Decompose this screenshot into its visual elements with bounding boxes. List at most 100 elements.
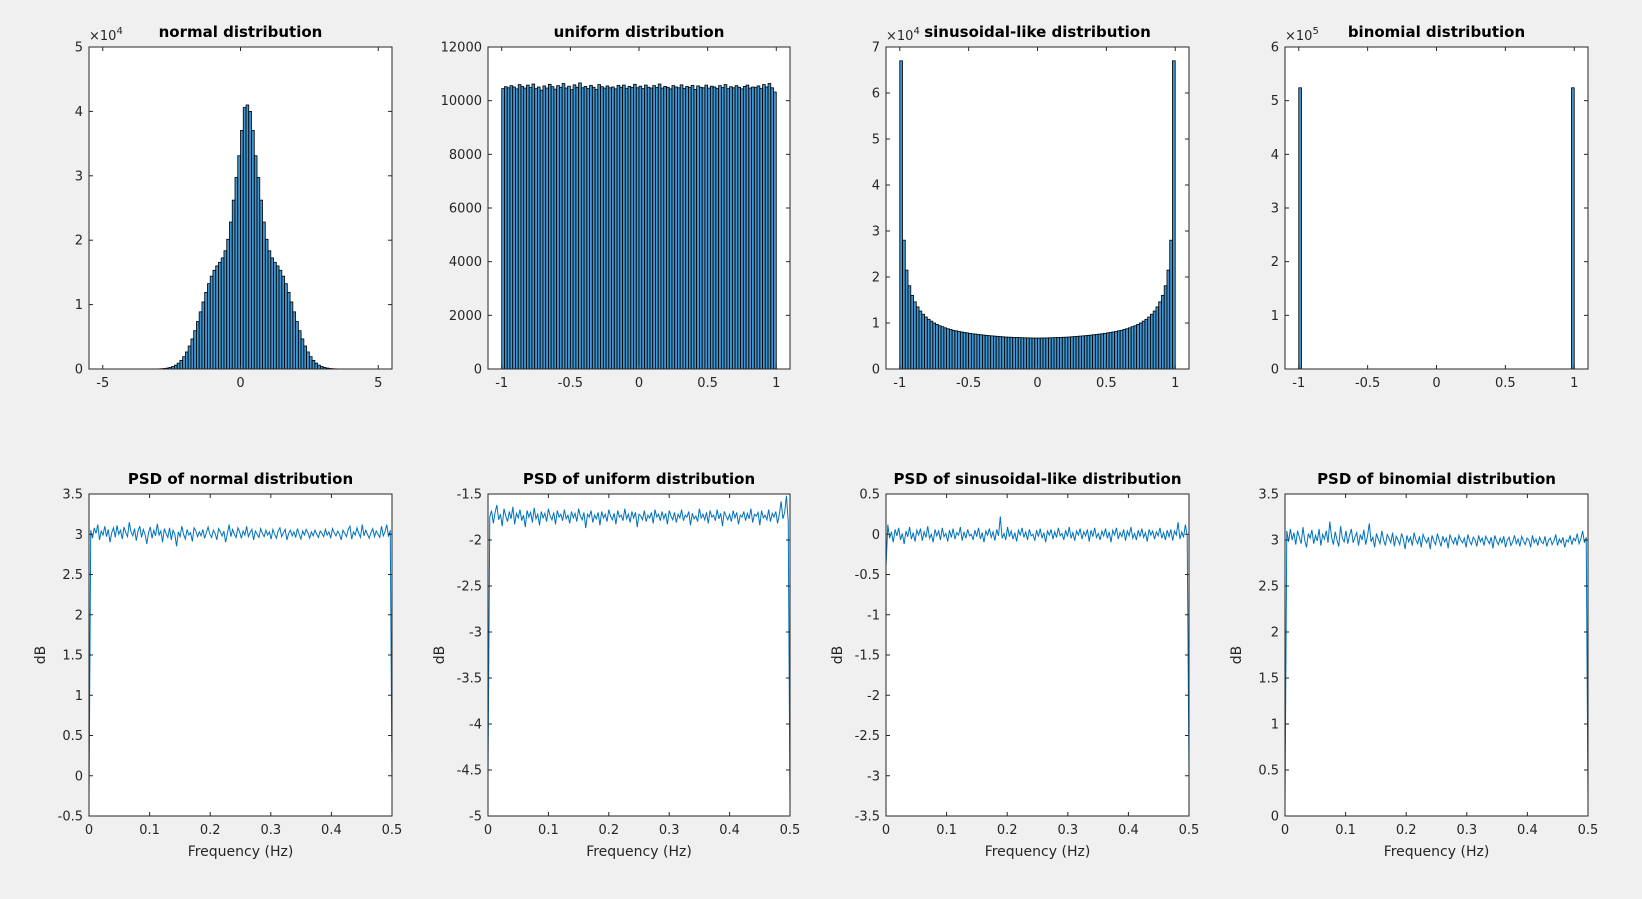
histogram-bar [753, 87, 758, 370]
histogram-bar [1103, 332, 1107, 370]
histogram-bar [619, 86, 623, 370]
y-tick-label: 3 [872, 225, 880, 240]
axis-exponent-power: 4 [913, 26, 919, 37]
histogram-bar [1133, 325, 1138, 370]
histogram-bar [558, 86, 563, 370]
histogram-bar [937, 325, 942, 370]
histogram-bar [1048, 337, 1052, 370]
histogram-bar [256, 177, 261, 370]
histogram-bar [976, 334, 981, 370]
x-tick-label: 0.2 [598, 823, 619, 838]
histogram-bar [1078, 335, 1082, 370]
y-tick-label: -1.5 [855, 649, 880, 664]
histogram-bar [965, 332, 970, 370]
histogram-bar [682, 87, 687, 370]
y-tick-label: 1 [75, 298, 83, 313]
histogram-bar [740, 88, 744, 370]
x-axis-label: Frequency (Hz) [985, 844, 1091, 860]
histogram-bar [190, 338, 195, 370]
histogram-bar [668, 88, 673, 370]
histogram-bar [1298, 87, 1302, 370]
histogram-bar [1009, 336, 1014, 370]
histogram-bar [600, 86, 604, 370]
histogram-bar [594, 89, 599, 370]
axes-background [488, 494, 790, 816]
histogram-bar [1571, 87, 1575, 370]
histogram-bar [281, 275, 285, 370]
x-tick-label: 1 [772, 376, 780, 391]
histogram-bar [734, 85, 739, 370]
y-tick-label: 6 [1271, 41, 1279, 56]
histogram-bar [1130, 326, 1135, 370]
histogram-bar [1128, 327, 1132, 370]
histogram-bar [251, 130, 255, 370]
histogram-bar [278, 269, 283, 370]
y-tick-label: 10000 [441, 94, 482, 109]
x-tick-label: 5 [374, 376, 382, 391]
histogram-bar [548, 83, 552, 370]
x-tick-label: 0.3 [659, 823, 680, 838]
histogram-bar [182, 356, 186, 370]
histogram-bar [652, 85, 656, 370]
y-tick-label: -5 [469, 810, 482, 825]
histogram-bar [764, 86, 769, 370]
histogram-bar [993, 335, 997, 370]
y-tick-label: -4.5 [457, 764, 482, 779]
y-tick-label: 0 [872, 363, 880, 378]
axes-title: PSD of sinusoidal-like distribution [893, 470, 1181, 488]
histogram-bar [605, 85, 610, 370]
histogram-bar [259, 199, 263, 370]
histogram-bar [198, 311, 203, 370]
y-axis-label: dB [1229, 646, 1245, 665]
subplot-3: -1 -0.5 0 0.5 1 0 1 2 3 4 5 6 7 ×104 sinusoidal-like d… [872, 23, 1190, 391]
y-tick-label: 0 [872, 528, 880, 543]
y-tick-label: 0.5 [62, 729, 83, 744]
histogram-bar [1059, 336, 1063, 370]
histogram-bar [910, 294, 914, 370]
histogram-bar [674, 86, 678, 370]
histogram-bar [690, 84, 695, 370]
histogram-bar [292, 311, 296, 370]
x-tick-label: 0.4 [321, 823, 342, 838]
histogram-bar [1119, 329, 1124, 370]
histogram-bar [970, 333, 975, 370]
y-tick-label: 6 [872, 87, 880, 102]
histogram-bar [1105, 332, 1110, 370]
x-tick-label: 0 [882, 823, 890, 838]
histogram-bar [176, 362, 181, 370]
histogram-bar [990, 335, 994, 370]
y-tick-label: 1 [872, 317, 880, 332]
x-tick-label: 0 [85, 823, 93, 838]
y-tick-label: 2.5 [62, 568, 83, 583]
histogram-bar [1067, 336, 1071, 370]
x-tick-label: 0.1 [936, 823, 957, 838]
x-tick-label: 0.3 [1456, 823, 1477, 838]
histogram-bar [1020, 337, 1025, 370]
histogram-bar [207, 283, 211, 370]
y-axis-label: dB [830, 646, 846, 665]
x-tick-label: 0.4 [1517, 823, 1538, 838]
axes-title: uniform distribution [554, 23, 725, 41]
histogram-bar [1092, 334, 1096, 370]
x-tick-label: -0.5 [1355, 376, 1380, 391]
x-tick-label: 0.5 [780, 823, 801, 838]
histogram-bar [591, 86, 596, 370]
histogram-bar [509, 85, 514, 370]
histogram-bar [311, 359, 316, 370]
histogram-bar [633, 83, 637, 370]
x-tick-label: 0.5 [697, 376, 718, 391]
histogram-bar [613, 88, 618, 370]
axes-title: sinusoidal-like distribution [924, 23, 1151, 41]
y-tick-label: 1.5 [62, 649, 83, 664]
histogram-bar [185, 351, 189, 370]
histogram-bar [943, 327, 947, 370]
histogram-bar [289, 301, 294, 370]
histogram-bar [1072, 336, 1077, 370]
x-axis-label: Frequency (Hz) [188, 844, 294, 860]
histogram-bar [248, 111, 252, 370]
x-tick-label: 0 [1281, 823, 1289, 838]
histogram-bar [602, 87, 607, 370]
x-axis-label: Frequency (Hz) [1384, 844, 1490, 860]
x-tick-label: 0.2 [1396, 823, 1417, 838]
axes-title: PSD of binomial distribution [1317, 470, 1556, 488]
